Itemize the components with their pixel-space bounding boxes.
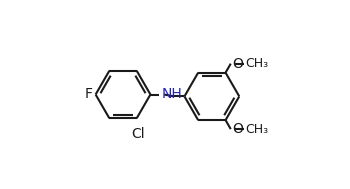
Text: O: O: [232, 122, 243, 136]
Text: NH: NH: [162, 88, 182, 101]
Text: Cl: Cl: [131, 127, 145, 141]
Text: CH₃: CH₃: [245, 123, 268, 136]
Text: O: O: [232, 57, 243, 71]
Text: CH₃: CH₃: [245, 57, 268, 70]
Text: F: F: [85, 88, 93, 101]
